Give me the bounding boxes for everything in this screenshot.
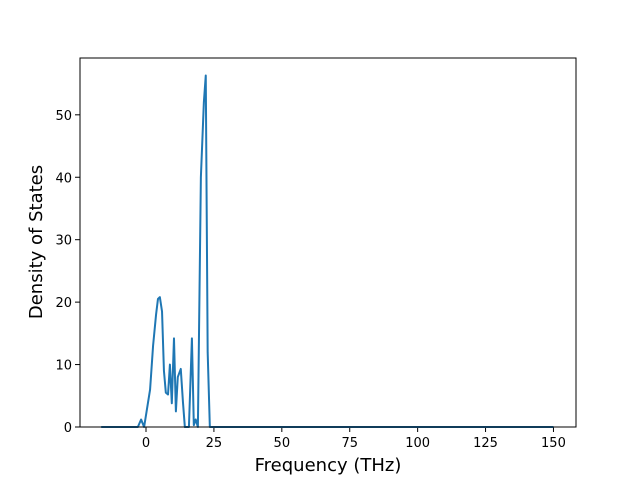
x-tick-label: 75 [341,436,358,451]
x-tick-label: 50 [274,436,291,451]
y-tick-label: 50 [55,109,72,124]
y-axis-label: Density of States [26,165,47,319]
x-tick-label: 25 [206,436,223,451]
y-tick-label: 20 [55,296,72,311]
x-tick-label: 100 [405,436,430,451]
y-tick-label: 0 [64,421,72,436]
x-tick-label: 150 [541,436,566,451]
plot-frame [79,57,577,428]
x-axis-label: Frequency (THz) [255,455,402,476]
y-tick-label: 10 [55,359,72,374]
line-series [101,74,554,428]
x-tick-label: 125 [473,436,498,451]
x-tick-label: 0 [142,436,150,451]
y-tick-label: 40 [55,171,72,186]
y-tick-label: 30 [55,234,72,249]
